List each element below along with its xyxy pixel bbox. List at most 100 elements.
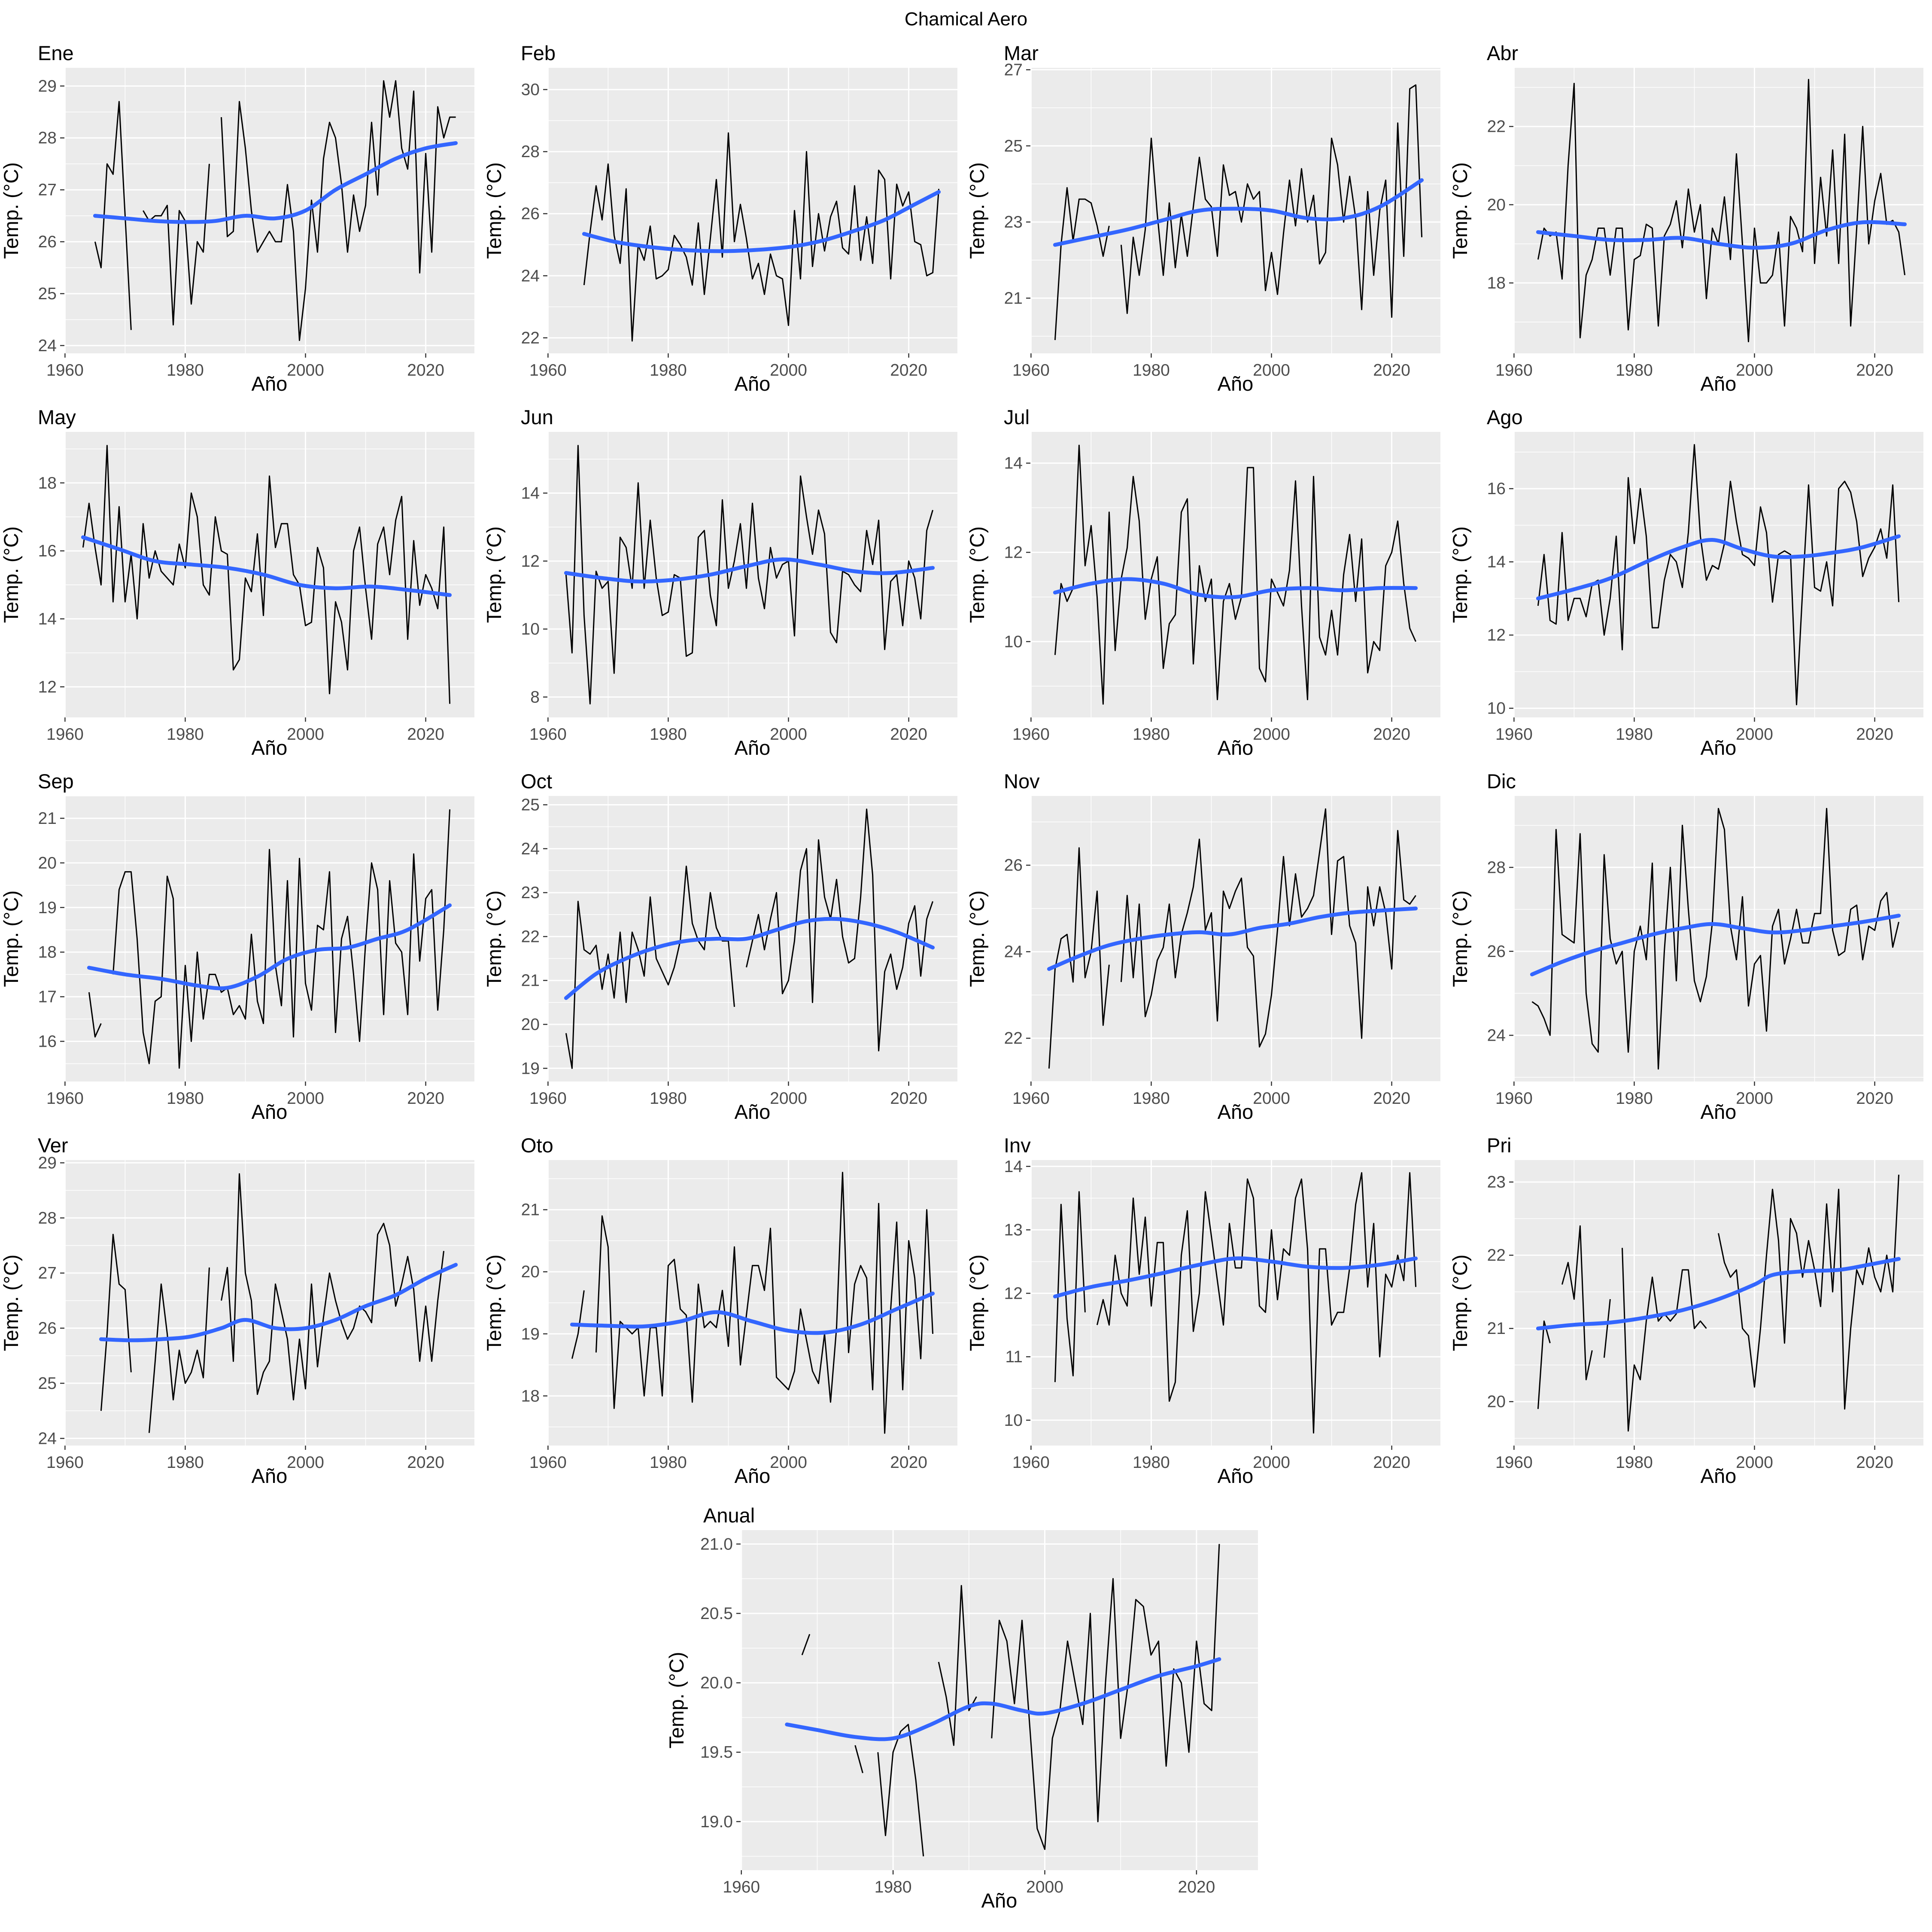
y-tick-label: 12 [521,552,540,571]
y-tick-label: 21.0 [700,1535,733,1553]
x-tick-label: 2000 [770,1453,807,1472]
temperature-series [1537,444,1900,705]
x-tick-label: 1980 [167,725,204,744]
y-tick-label: 23 [1487,1173,1506,1191]
y-tick-label: 28 [1487,858,1506,877]
facet-strip-label: Pri [1487,1134,1511,1157]
y-tick-label: 10 [1004,1411,1023,1430]
x-tick-label: 2020 [890,1089,927,1108]
panel-chart: Inv 1960 1980 2000 2020 10 11 12 13 14 Año Temp. (°… [966,1134,1440,1487]
smooth-trend-line [87,903,452,990]
y-axis-title: Temp. (°C) [1449,890,1471,987]
x-axis-title: Año [1218,372,1254,395]
x-tick-label: 2000 [1736,725,1773,744]
temperature-series [100,1173,445,1433]
y-tick-label: 27 [38,1264,57,1282]
temperature-series [88,809,451,1069]
temperature-series [1531,808,1900,1070]
facet-strip-label: Abr [1487,42,1518,64]
x-tick-label: 1960 [1495,1089,1533,1108]
facet-panel-jun: Jun 1960 1980 2000 2020 8 10 12 14 Año Temp. (°C) [483,403,966,767]
x-axis-title: Año [1701,1100,1737,1123]
x-tick-label: 2020 [1856,361,1893,380]
x-axis-title: Año [981,1889,1018,1912]
x-tick-label: 2000 [1253,1453,1290,1472]
x-tick-label: 2000 [1736,1089,1773,1108]
temperature-series [801,1544,1220,1856]
x-tick-label: 2000 [287,361,324,380]
x-tick-label: 1980 [167,1089,204,1108]
smooth-trend-line [1053,577,1418,599]
x-tick-label: 2020 [407,1453,444,1472]
temperature-series [1537,1175,1900,1432]
y-tick-label: 24 [521,840,540,858]
y-tick-label: 16 [38,1032,57,1051]
y-tick-label: 24 [38,337,57,355]
y-tick-label: 18 [38,474,57,492]
x-tick-label: 2000 [770,1089,807,1108]
smooth-trend-line [1536,1257,1901,1331]
panel-chart: Mar 1960 1980 2000 2020 21 23 25 27 Año Temp. (°C) [966,42,1440,395]
y-tick-label: 24 [521,267,540,285]
facet-strip-label: Inv [1004,1134,1031,1157]
x-tick-label: 2000 [770,725,807,744]
facet-panel-mar: Mar 1960 1980 2000 2020 21 23 25 27 Año Temp. (°C) [966,39,1449,403]
y-tick-label: 20.0 [700,1674,733,1692]
y-axis-title: Temp. (°C) [0,526,22,623]
y-tick-label: 12 [1004,1284,1023,1303]
y-tick-label: 10 [1487,699,1506,718]
y-axis-title: Temp. (°C) [0,1255,22,1351]
smooth-trend-line [785,1657,1221,1741]
x-tick-label: 2000 [287,725,324,744]
y-tick-label: 13 [1004,1221,1023,1239]
smooth-trend-line [564,557,935,583]
x-tick-label: 1980 [1616,1089,1653,1108]
x-tick-label: 1960 [1012,1453,1050,1472]
smooth-trend-line [1536,534,1901,601]
y-tick-label: 29 [38,77,57,95]
y-tick-label: 21 [521,972,540,990]
smooth-trend-line [1053,178,1424,247]
x-axis-title: Año [1218,736,1254,759]
facet-panel-may: May 1960 1980 2000 2020 12 14 16 18 Año Temp. (°C) [0,403,483,767]
y-tick-label: 22 [521,927,540,946]
y-tick-label: 23 [1004,213,1023,231]
x-tick-label: 1960 [1495,1453,1533,1472]
x-tick-label: 2020 [890,1453,927,1472]
facet-panel-nov: Nov 1960 1980 2000 2020 22 24 26 Año Temp. (°C) [966,767,1449,1131]
y-tick-label: 20 [521,1015,540,1034]
facet-strip-label: Mar [1004,42,1039,64]
panel-chart: Abr 1960 1980 2000 2020 18 20 22 Año Temp. (°C) [1449,42,1923,395]
x-tick-label: 2000 [1026,1878,1063,1896]
facet-strip-label: Anual [703,1504,755,1527]
y-axis-title: Temp. (°C) [966,526,988,623]
y-axis-title: Temp. (°C) [966,1255,988,1351]
x-tick-label: 2020 [407,361,444,380]
y-tick-label: 24 [1487,1026,1506,1045]
smooth-trend-line [582,190,941,253]
facet-panel-sep: Sep 1960 1980 2000 2020 16 17 18 19 20 21 Año Temp. … [0,767,483,1131]
facet-panel-pri: Pri 1960 1980 2000 2020 20 21 22 23 Año Temp. (°C) [1449,1131,1932,1495]
y-tick-label: 28 [38,1209,57,1227]
x-tick-label: 1980 [875,1878,912,1896]
facet-strip-label: Jul [1004,406,1030,428]
y-tick-label: 22 [1487,1246,1506,1265]
panel-chart: Oct 1960 1980 2000 2020 19 20 21 22 23 24 25 Año Temp… [483,770,957,1123]
x-tick-label: 1960 [529,1089,567,1108]
panel-chart: May 1960 1980 2000 2020 12 14 16 18 Año Temp. (°C) [0,406,474,759]
x-axis-title: Año [1218,1100,1254,1123]
x-tick-label: 2020 [407,725,444,744]
y-tick-label: 30 [521,81,540,99]
y-tick-label: 19 [38,899,57,917]
panel-chart: Oto 1960 1980 2000 2020 18 19 20 21 Año Temp. (°C) [483,1134,957,1487]
facet-strip-label: Nov [1004,770,1040,793]
y-tick-label: 17 [38,988,57,1006]
smooth-trend-line [1536,220,1907,250]
y-tick-label: 19 [521,1059,540,1078]
x-tick-label: 2020 [1373,1453,1410,1472]
y-tick-label: 16 [38,542,57,560]
x-tick-label: 2020 [1373,725,1410,744]
y-tick-label: 21 [521,1201,540,1219]
